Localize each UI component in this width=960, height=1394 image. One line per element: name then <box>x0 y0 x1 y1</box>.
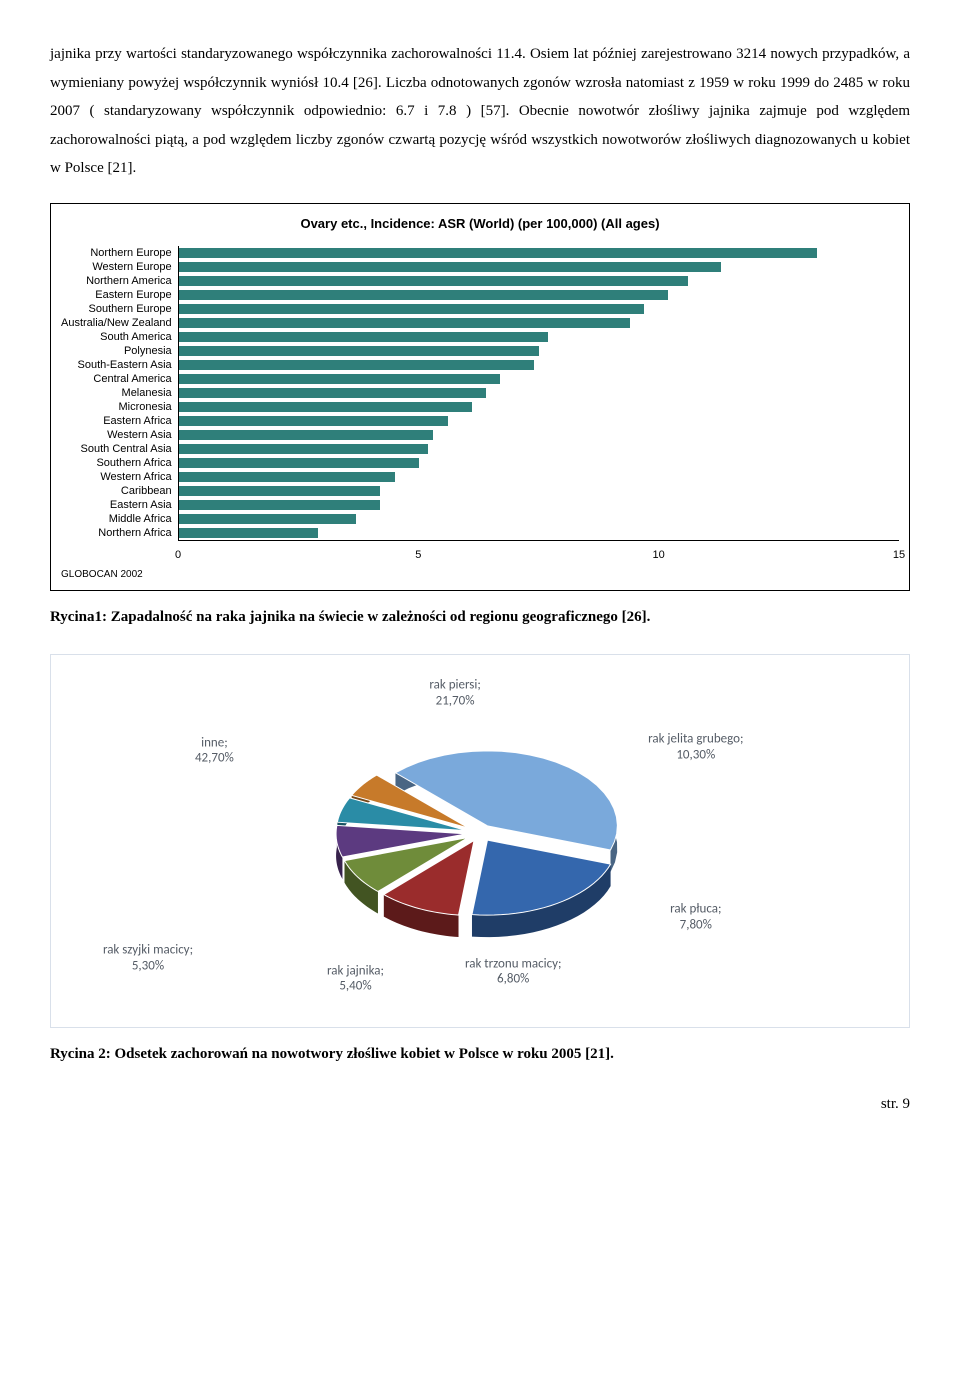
bar-chart-container: Ovary etc., Incidence: ASR (World) (per … <box>50 203 910 592</box>
bar <box>179 262 722 272</box>
bar-label: Central America <box>61 372 172 386</box>
bar-label: Eastern Asia <box>61 498 172 512</box>
bar-chart-x-axis: 051015 <box>178 545 899 559</box>
pie-label: rak trzonu macicy;6,80% <box>465 956 561 987</box>
bar <box>179 304 645 314</box>
bar-chart-bars <box>178 246 899 541</box>
figure1-caption: Rycina1: Zapadalność na raka jajnika na … <box>50 603 910 632</box>
bar-label: Southern Europe <box>61 302 172 316</box>
bar <box>179 388 486 398</box>
pie-label: inne;42,70% <box>195 735 234 766</box>
bar-label: Western Asia <box>61 428 172 442</box>
bar-label: Western Africa <box>61 470 172 484</box>
bar <box>179 500 381 510</box>
bar <box>179 332 549 342</box>
pie-label: rak płuca;7,80% <box>670 902 721 933</box>
bar <box>179 472 395 482</box>
page-number: str. 9 <box>50 1090 910 1119</box>
bar-label: Middle Africa <box>61 512 172 526</box>
bar <box>179 318 630 328</box>
bar <box>179 290 669 300</box>
pie-label: rak piersi;21,70% <box>429 677 480 708</box>
pie-label: rak jajnika;5,40% <box>327 963 384 994</box>
bar-label: Australia/New Zealand <box>61 316 172 330</box>
bar-label: Western Europe <box>61 260 172 274</box>
bar <box>179 486 381 496</box>
pie-chart-container: inne;42,70% rak piersi;21,70% rak jelita g… <box>50 654 910 1028</box>
pie-chart-svg <box>300 713 660 973</box>
x-tick: 5 <box>415 545 421 566</box>
bar-chart-source: GLOBOCAN 2002 <box>61 565 899 584</box>
bar-label: Northern Africa <box>61 526 172 540</box>
bar <box>179 360 534 370</box>
x-tick: 15 <box>893 545 905 566</box>
body-paragraph: jajnika przy wartości standaryzowanego w… <box>50 40 910 183</box>
bar <box>179 458 419 468</box>
bar-label: Polynesia <box>61 344 172 358</box>
bar <box>179 276 688 286</box>
bar-label: Northern America <box>61 274 172 288</box>
bar <box>179 430 434 440</box>
bar-label: South Central Asia <box>61 442 172 456</box>
x-tick: 0 <box>175 545 181 566</box>
bar-label: South America <box>61 330 172 344</box>
bar <box>179 346 539 356</box>
bar <box>179 402 472 412</box>
bar <box>179 374 501 384</box>
bar <box>179 528 318 538</box>
bar-label: Melanesia <box>61 386 172 400</box>
bar-label: Caribbean <box>61 484 172 498</box>
bar-label: Northern Europe <box>61 246 172 260</box>
bar-chart-title: Ovary etc., Incidence: ASR (World) (per … <box>61 212 899 237</box>
x-tick: 10 <box>653 545 665 566</box>
bar-label: Southern Africa <box>61 456 172 470</box>
pie-label: rak szyjki macicy;5,30% <box>103 943 193 974</box>
figure2-caption: Rycina 2: Odsetek zachorowań na nowotwor… <box>50 1040 910 1069</box>
bar-label: Eastern Europe <box>61 288 172 302</box>
bar <box>179 416 448 426</box>
bar <box>179 514 357 524</box>
pie-label: rak jelita grubego;10,30% <box>648 732 743 763</box>
bar-chart-y-labels: Northern EuropeWestern EuropeNorthern Am… <box>61 246 178 541</box>
bar-label: Micronesia <box>61 400 172 414</box>
bar <box>179 444 429 454</box>
bar-label: Eastern Africa <box>61 414 172 428</box>
bar <box>179 248 818 258</box>
bar-label: South-Eastern Asia <box>61 358 172 372</box>
